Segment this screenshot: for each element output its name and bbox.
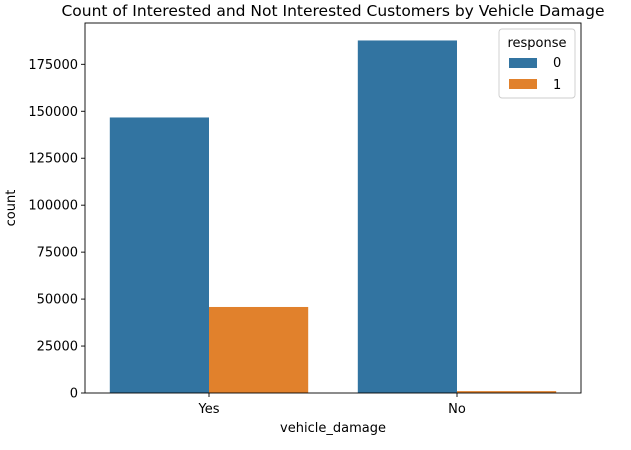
y-axis: 0 25000 50000 75000 100000 125000 150000 175000 [28,58,85,402]
plot-area: 0 25000 50000 75000 100000 125000 150000 175000… [28,22,582,417]
x-tick-label-yes: Yes [198,402,220,417]
bar-no-response-0 [357,40,457,393]
y-tick-label: 150000 [28,105,78,120]
legend-label-0: 0 [553,56,561,71]
chart-title: Count of Interested and Not Interested C… [61,2,604,20]
y-tick-label: 100000 [28,199,78,214]
legend: response 0 1 [498,28,576,99]
y-tick-label: 75000 [37,246,78,261]
bar-yes-response-0 [109,117,209,394]
y-tick-label: 175000 [28,58,78,73]
y-tick-label: 0 [70,387,78,402]
bar-no-response-1 [457,391,557,393]
legend-swatch-1 [509,79,537,89]
legend-swatch-0 [509,58,537,68]
y-tick-label: 125000 [28,152,78,167]
x-tick-label-no: No [448,402,466,417]
legend-title: response [507,36,566,51]
x-axis: Yes No [198,393,466,417]
y-tick-label: 25000 [37,340,78,355]
legend-label-1: 1 [553,78,561,93]
plot-frame [84,22,582,394]
y-tick-label: 50000 [37,293,78,308]
x-axis-label: vehicle_damage [280,421,386,436]
bars [109,40,557,394]
y-axis-label: count [4,190,19,227]
bar-yes-response-1 [209,306,309,393]
